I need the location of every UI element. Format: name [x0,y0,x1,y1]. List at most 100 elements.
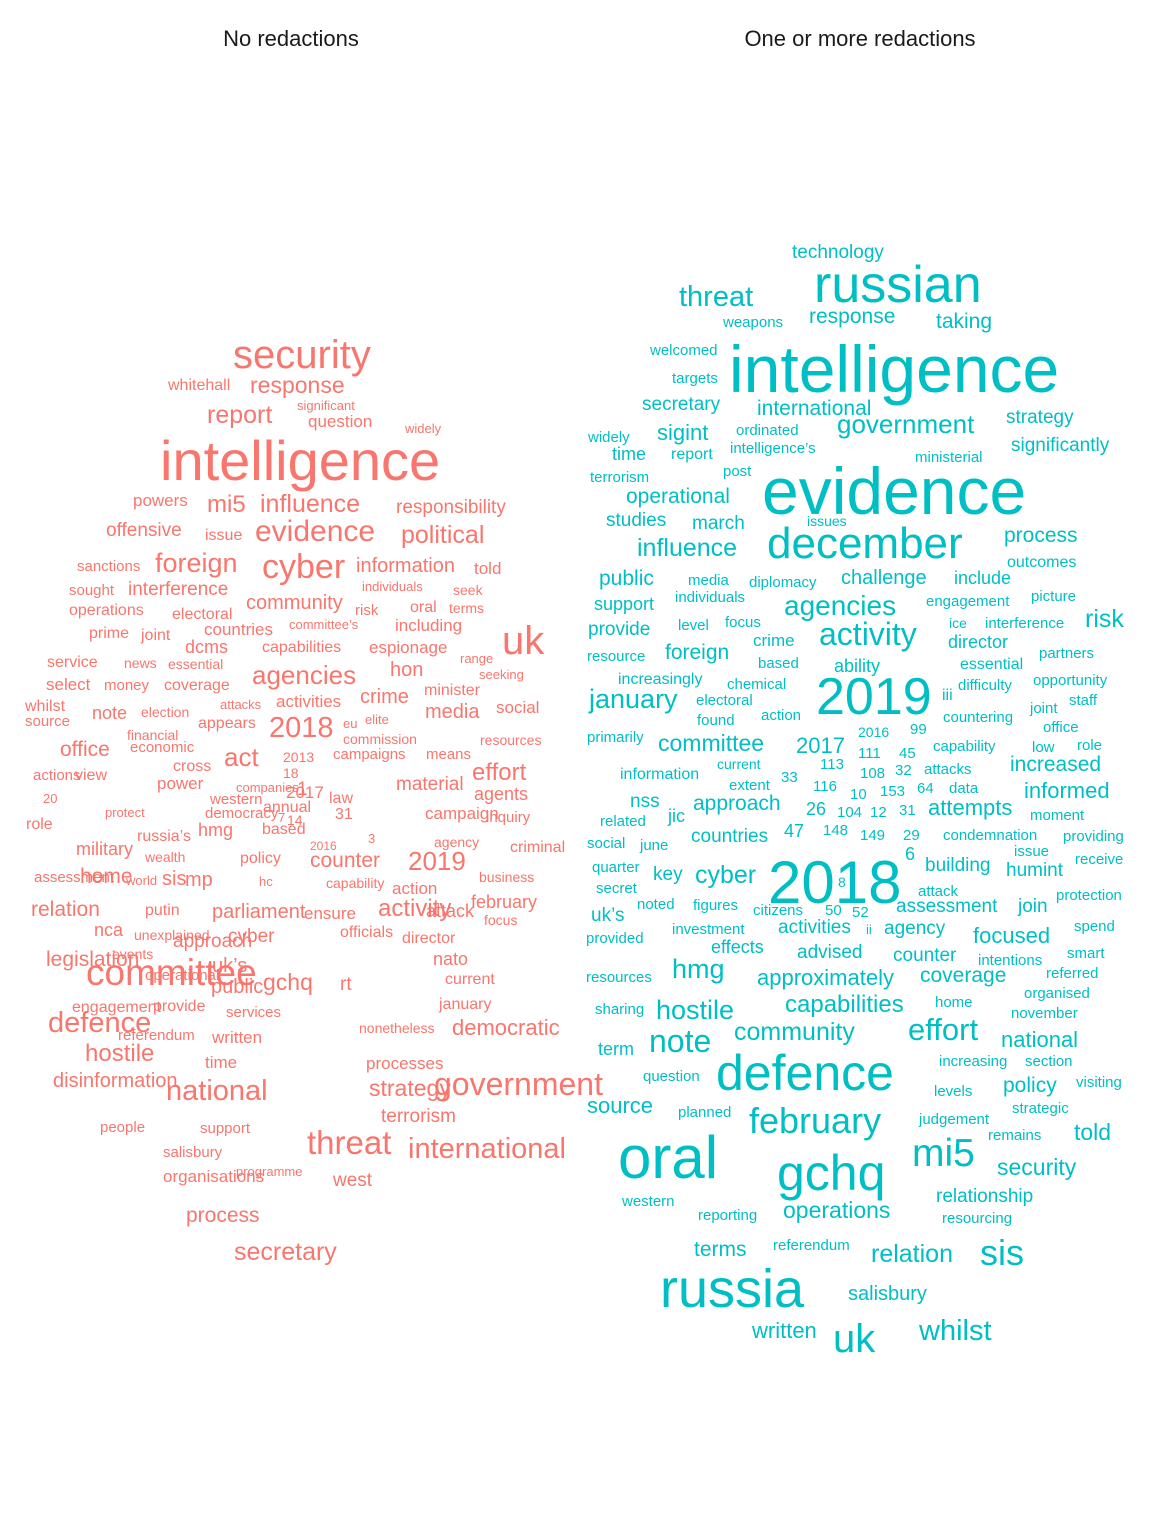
cloud-word: risk [355,602,379,619]
cloud-word: essential [168,656,223,672]
cloud-word: sanctions [77,558,140,575]
cloud-word: 12 [870,804,887,821]
cloud-word: companies [236,780,299,795]
cloud-word: challenge [841,567,927,589]
cloud-word: note [92,703,127,723]
cloud-word: western [621,1193,675,1210]
cloud-word: campaigns [333,746,406,763]
cloud-word: june [639,837,668,854]
cloud-word: uk’s [591,905,624,926]
cloud-word: remains [988,1127,1041,1144]
cloud-word: operational [145,967,219,984]
cloud-word: join [1017,896,1048,917]
cloud-word: means [426,746,471,763]
cloud-word: referendum [118,1027,195,1044]
cloud-word: secret [596,880,638,897]
cloud-word: criminal [510,839,565,856]
cloud-word: intelligence’s [730,440,816,457]
cloud-word: effects [711,937,764,957]
cloud-word: oral [618,1124,718,1191]
cloud-word: strategic [1012,1100,1069,1117]
cloud-word: december [767,519,963,568]
cloud-word: partners [1039,645,1094,662]
cloud-word: moment [1030,807,1085,824]
cloud-word: services [226,1004,281,1021]
cloud-word: 2016 [858,724,889,740]
cloud-word: advised [797,942,863,963]
cloud-word: 1 [297,779,308,800]
cloud-word: 2016 [310,839,337,853]
cloud-word: public [211,976,263,998]
cloud-word: essential [960,656,1023,673]
cloud-word: note [649,1023,711,1059]
cloud-word: committee [658,730,764,756]
cloud-word: organisations [163,1167,264,1186]
cloud-word: figures [693,897,738,914]
cloud-word: intentions [978,952,1042,969]
cloud-word: coverage [164,677,230,694]
cloud-word: actions [33,767,81,784]
cloud-word: action [392,879,437,898]
cloud-word: russia [660,1259,805,1319]
cloud-word: programme [236,1164,302,1179]
cloud-word: operational [626,485,730,508]
cloud-word: intelligence [729,332,1059,406]
cloud-word: february [471,892,537,912]
cloud-word: support [200,1120,251,1137]
cloud-word: 2017 [286,783,324,802]
cloud-word: eu [343,716,357,731]
cloud-word: 7 [278,810,285,825]
cloud-word: written [751,1318,817,1343]
cloud-word: government [434,1066,603,1102]
cloud-word: outcomes [1007,554,1076,571]
cloud-word: counter [310,849,380,872]
cloud-word: level [678,617,709,634]
cloud-word: oral [410,599,437,616]
cloud-word: picture [1031,588,1076,605]
cloud-word: question [308,412,372,431]
cloud-word: 2019 [816,668,932,726]
cloud-word: interference [128,579,228,600]
cloud-word: joint [1029,700,1058,717]
cloud-word: reporting [698,1207,757,1224]
cloud-word: mi5 [912,1132,975,1175]
cloud-word: money [104,677,150,694]
cloud-word: hostile [85,1040,154,1067]
cloud-word: time [205,1053,237,1072]
cloud-word: resourcing [942,1210,1012,1227]
cloud-word: uk [833,1317,876,1361]
cloud-word: engagement [926,593,1010,610]
cloud-word: parliament [212,901,306,923]
cloud-word: ensure [304,904,356,923]
cloud-word: building [925,855,991,876]
cloud-word: response [809,305,895,328]
cloud-word: provide [588,619,650,640]
cloud-word: power [157,774,204,793]
cloud-word: based [262,821,306,838]
cloud-word: technology [792,242,884,263]
cloud-word: issues [807,513,847,529]
cloud-word: ii [866,922,872,937]
cloud-word: crime [360,686,409,708]
cloud-word: protection [1056,887,1122,904]
cloud-word: action [761,707,801,724]
cloud-word: foreign [665,641,729,664]
cloud-word: 50 [825,902,842,919]
cloud-word: campaign [425,804,499,823]
cloud-word: found [697,712,735,729]
cloud-word: security [233,333,371,377]
cloud-word: welcomed [649,342,718,359]
cloud-word: russian [814,256,982,314]
cloud-word: political [401,521,484,549]
cloud-word: issue [205,527,242,544]
cloud-word: policy [240,850,281,867]
cloud-word: sought [69,582,115,599]
cloud-word: difficulty [958,677,1012,694]
cloud-word: noted [637,896,675,913]
cloud-word: wealth [144,849,185,865]
cloud-word: diplomacy [749,574,817,591]
cloud-word: powers [133,491,188,510]
cloud-word: offensive [106,520,182,541]
cloud-word: 18 [283,765,299,781]
cloud-word: activity [819,616,917,652]
